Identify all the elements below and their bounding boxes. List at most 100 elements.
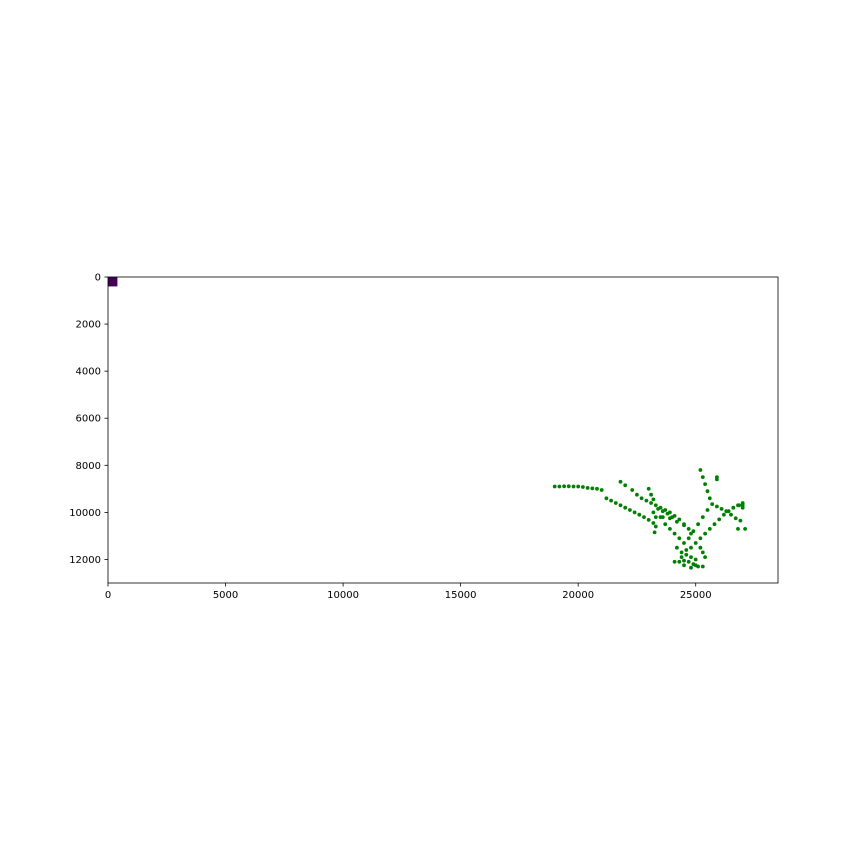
- scatter-point: [736, 527, 740, 531]
- scatter-point: [682, 558, 686, 563]
- scatter-point: [649, 492, 653, 497]
- scatter-point: [672, 559, 677, 564]
- scatter-point: [693, 563, 698, 568]
- scatter-point: [693, 541, 698, 545]
- scatter-point: [698, 468, 703, 472]
- plot-area: [107, 276, 779, 584]
- scatter-point: [552, 484, 557, 489]
- scatter-point: [700, 550, 705, 555]
- scatter-point: [705, 508, 710, 512]
- scatter-point: [639, 496, 644, 501]
- scatter-point: [679, 555, 684, 559]
- scatter-point: [686, 536, 691, 541]
- scatter-point: [635, 492, 639, 497]
- x-axis: 0 5000 10000 15000 20000 25000: [105, 583, 712, 601]
- image-layer: [108, 277, 118, 287]
- scatter-point: [668, 516, 672, 521]
- scatter-point: [707, 527, 712, 531]
- y-tick-label: 4000: [76, 367, 101, 378]
- scatter-point: [557, 484, 562, 489]
- x-tick-label: 5000: [213, 590, 238, 601]
- scatter-point: [675, 519, 679, 524]
- scatter-point: [628, 508, 632, 512]
- scatter-point: [623, 483, 628, 488]
- scatter-point: [630, 488, 635, 492]
- scatter-point: [726, 509, 731, 514]
- scatter-point: [682, 541, 686, 545]
- scatter-point: [668, 527, 672, 531]
- scatter-point: [743, 527, 747, 531]
- scatter-points: [552, 468, 747, 570]
- scatter-point: [585, 486, 590, 490]
- scatter-point: [698, 536, 703, 541]
- scatter-point: [729, 512, 733, 517]
- axes-background: [108, 277, 778, 583]
- scatter-point: [684, 552, 689, 557]
- scatter-point: [684, 548, 689, 552]
- scatter-point: [649, 501, 653, 505]
- scatter-point: [604, 496, 609, 501]
- scatter-point: [677, 559, 682, 564]
- scatter-point: [609, 498, 613, 503]
- scatter-point: [632, 510, 637, 515]
- scatter-point: [737, 503, 742, 508]
- y-tick-label: 6000: [76, 414, 101, 425]
- scatter-point: [698, 545, 703, 550]
- scatter-point: [660, 509, 665, 514]
- x-tick-label: 20000: [562, 590, 594, 601]
- scatter-point: [700, 564, 705, 569]
- scatter-point: [679, 550, 684, 555]
- scatter-point: [672, 531, 677, 536]
- scatter-point: [710, 502, 715, 506]
- scatter-point: [731, 505, 736, 510]
- scatter-point: [689, 565, 693, 570]
- scatter-point: [637, 512, 642, 517]
- scatter-point: [618, 479, 623, 484]
- scatter-point: [733, 516, 738, 521]
- scatter-point: [689, 555, 693, 559]
- scatter-point: [686, 527, 691, 531]
- scatter-point: [595, 486, 599, 491]
- scatter-point: [717, 517, 722, 522]
- scatter-point: [651, 510, 656, 515]
- y-tick-label: 8000: [76, 461, 101, 472]
- scatter-point: [646, 518, 651, 522]
- x-tick-label: 10000: [327, 590, 359, 601]
- scatter-point: [691, 529, 696, 534]
- scatter-point: [581, 485, 585, 489]
- scatter-point: [740, 505, 745, 510]
- scatter-point: [618, 503, 623, 508]
- scatter-point: [689, 531, 693, 536]
- scatter-point: [675, 545, 679, 550]
- scatter-point: [722, 512, 726, 517]
- scatter-point: [689, 545, 693, 550]
- y-tick-label: 10000: [69, 508, 101, 519]
- scatter-point: [658, 515, 663, 519]
- scatter-point: [703, 482, 707, 486]
- scatter-point: [651, 521, 656, 525]
- scatter-point: [712, 522, 717, 527]
- scatter-point: [715, 504, 719, 509]
- scatter-point: [738, 518, 743, 523]
- scatter-point: [646, 486, 651, 491]
- scatter-point: [700, 475, 705, 479]
- scatter-point: [613, 501, 618, 505]
- scatter-point: [703, 531, 707, 536]
- scatter-point: [677, 517, 682, 522]
- scatter-point: [652, 530, 657, 535]
- scatter-point: [651, 497, 656, 502]
- scatter-point: [719, 507, 724, 511]
- scatter-point: [653, 503, 658, 508]
- axes-frame: [107, 276, 779, 584]
- scatter-point: [663, 522, 668, 527]
- scatter-point: [715, 477, 719, 482]
- y-axis: 0 2000 4000 6000 8000 10000 12000: [69, 273, 108, 566]
- y-tick-label: 12000: [69, 555, 101, 566]
- scatter-point: [693, 557, 698, 562]
- scatter-point: [653, 524, 658, 529]
- scatter-point: [566, 484, 571, 489]
- scatter-point: [576, 484, 581, 489]
- image-cell: [108, 277, 118, 287]
- scatter-point: [590, 486, 595, 491]
